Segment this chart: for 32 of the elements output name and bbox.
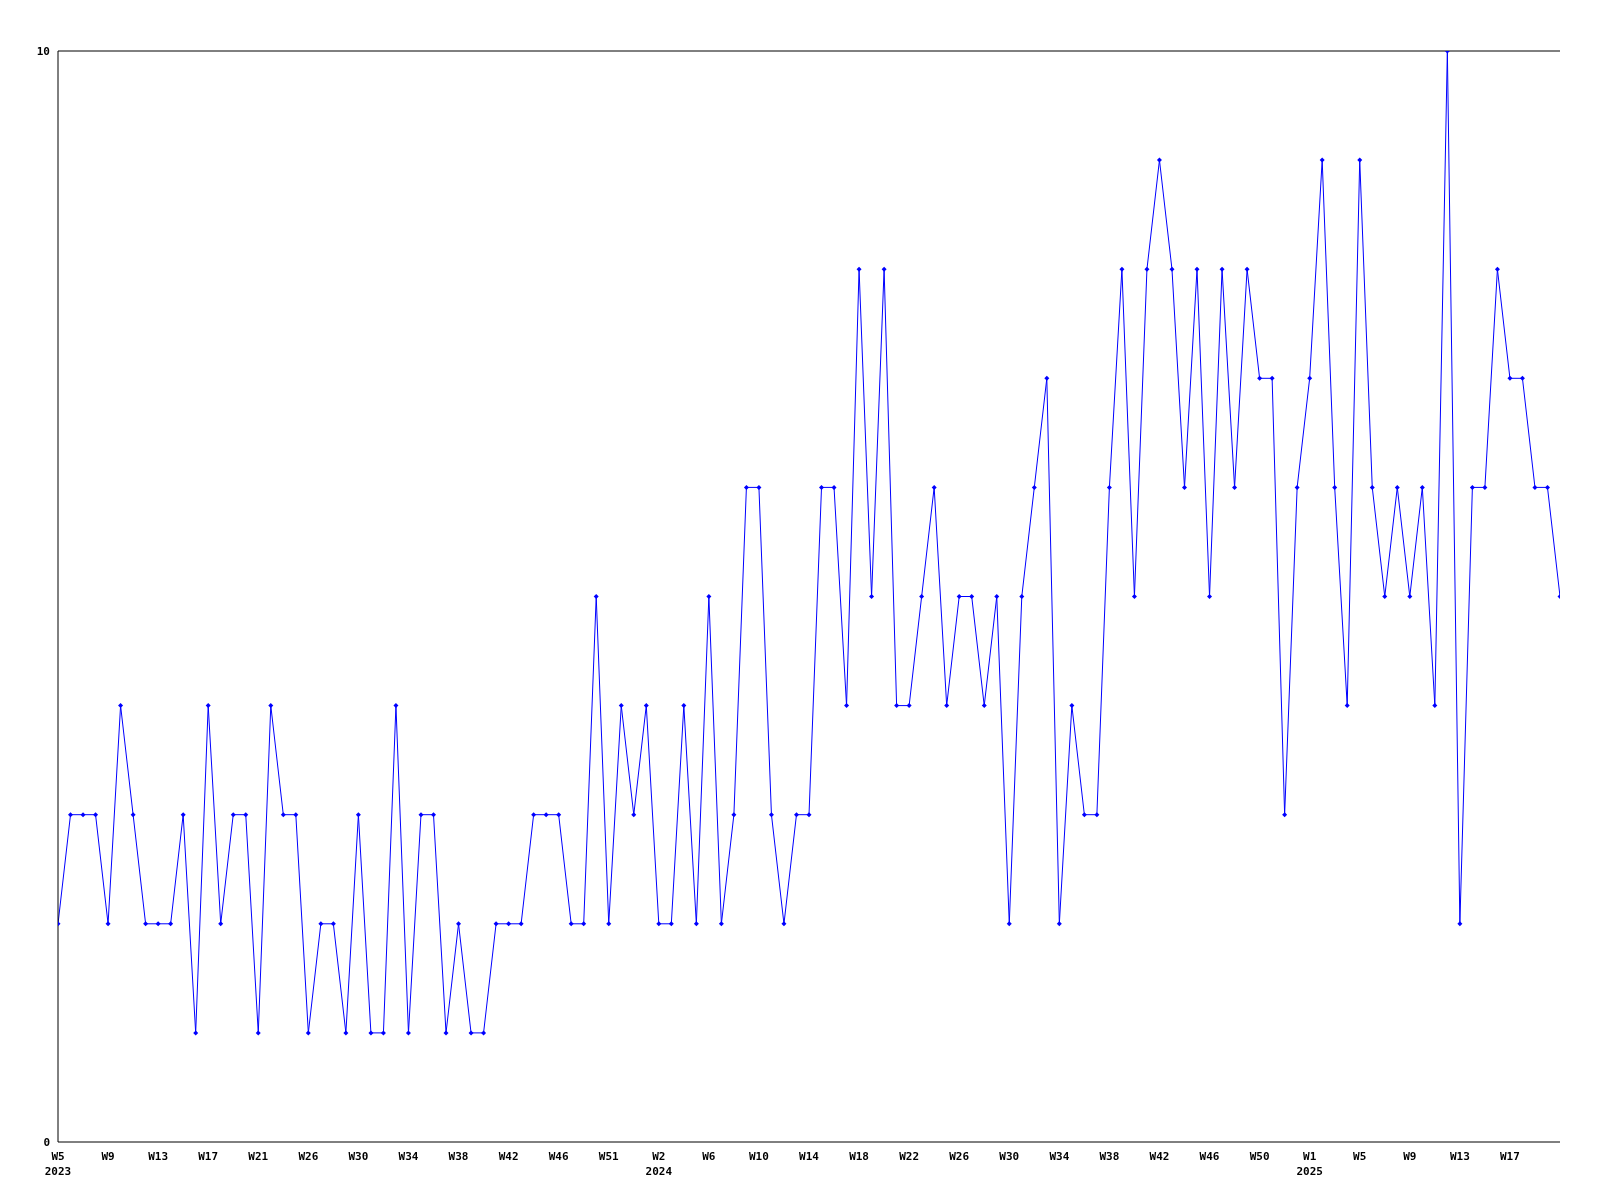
x-tick-label: W18 [849, 1150, 869, 1163]
x-tick-label: W10 [749, 1150, 769, 1163]
x-tick-label: W26 [298, 1150, 319, 1163]
x-tick-label: W34 [398, 1150, 419, 1163]
x-tick-label: W14 [799, 1150, 820, 1163]
x-tick-label: W6 [702, 1150, 716, 1163]
x-tick-label: W9 [1403, 1150, 1417, 1163]
y-tick-label: 10 [36, 44, 50, 58]
x-tick-label: W42 [1149, 1150, 1170, 1163]
x-tick-label: W13 [148, 1150, 169, 1163]
y-tick-label: 0 [43, 1135, 50, 1149]
x-tick-label: W5 2023 [44, 1150, 72, 1178]
x-tick-label: W42 [498, 1150, 519, 1163]
x-tick-label: W30 [999, 1150, 1020, 1163]
x-tick-label: W9 [101, 1150, 115, 1163]
x-tick-label: W2 2024 [645, 1150, 673, 1178]
x-tick-label: W1 2025 [1296, 1150, 1323, 1178]
x-tick-label: W46 [548, 1150, 569, 1163]
x-tick-label: W51 [598, 1150, 620, 1163]
x-tick-label: W50 [1249, 1150, 1270, 1163]
x-tick-label: W30 [348, 1150, 369, 1163]
x-tick-label: W38 [1099, 1150, 1120, 1163]
x-tick-label: W26 [949, 1150, 970, 1163]
x-tick-label: W17 [198, 1150, 219, 1163]
x-tick-label: W38 [448, 1150, 469, 1163]
x-tick-label: W22 [899, 1150, 920, 1163]
x-tick-label: W21 [248, 1150, 269, 1163]
x-tick-label: W46 [1199, 1150, 1220, 1163]
x-tick-label: W34 [1049, 1150, 1070, 1163]
x-tick-label: W13 [1449, 1150, 1470, 1163]
x-tick-label: W5 [1353, 1150, 1367, 1163]
x-tick-label: W17 [1500, 1150, 1520, 1163]
